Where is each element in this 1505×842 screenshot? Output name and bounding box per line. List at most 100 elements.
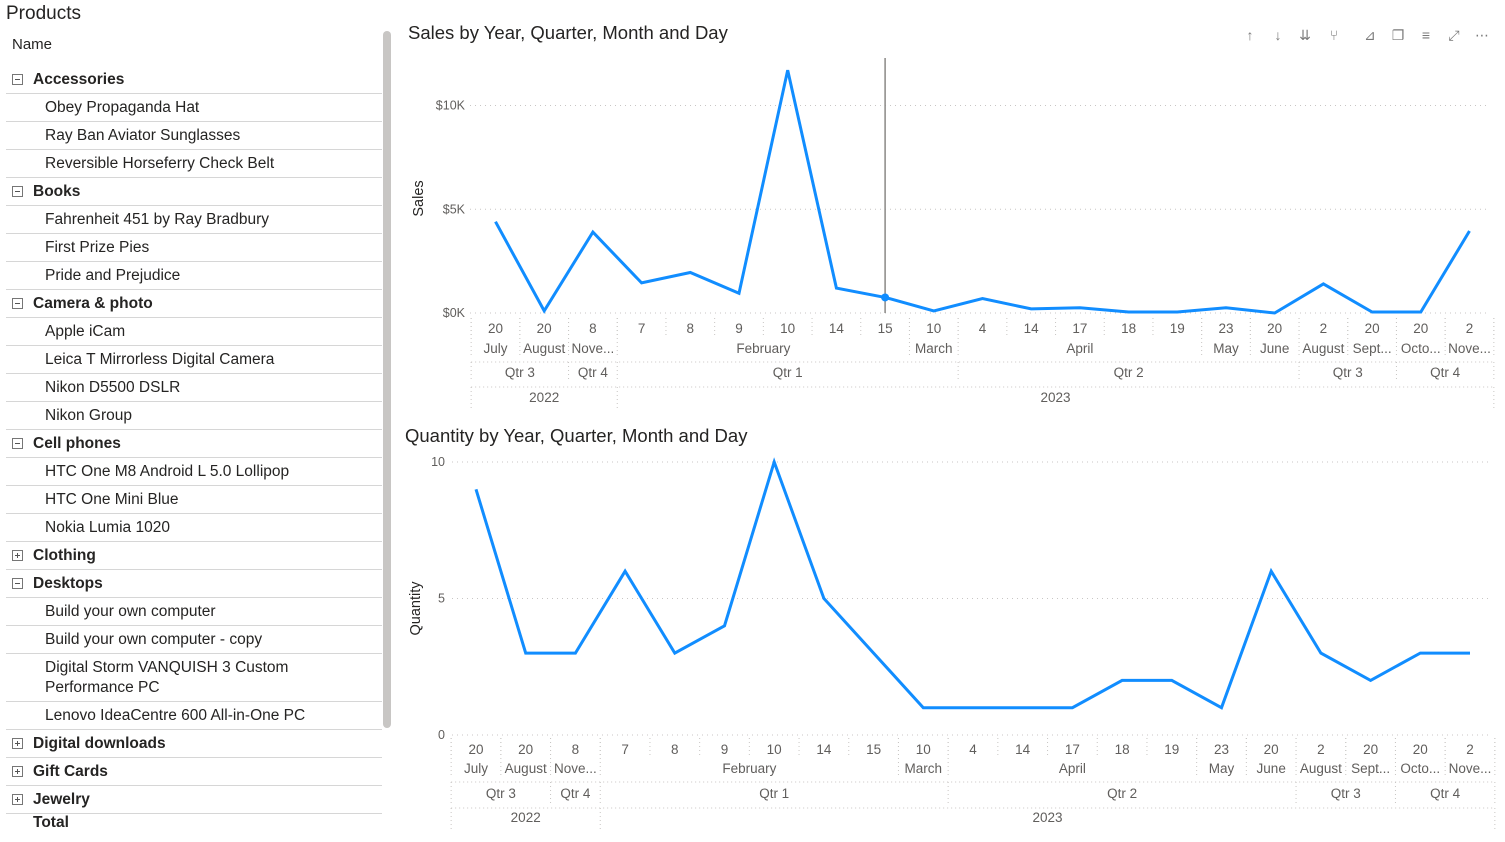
products-title: Products: [6, 3, 81, 24]
product-label: Nokia Lumia 1020: [45, 519, 170, 536]
arrow-up-icon[interactable]: ↑: [1246, 27, 1254, 43]
fork-expand-icon[interactable]: ⑂: [1329, 27, 1339, 43]
category-row[interactable]: Desktops: [6, 570, 382, 598]
series-line: [474, 457, 1470, 710]
y-tick-label: $5K: [443, 202, 466, 216]
product-row[interactable]: Build your own computer: [6, 598, 382, 626]
x-month-label: May: [1213, 341, 1239, 356]
product-row[interactable]: Fahrenheit 451 by Ray Bradbury: [6, 206, 382, 234]
category-label: Cell phones: [33, 435, 121, 452]
product-label: Lenovo IdeaCentre 600 All-in-One PC: [45, 707, 306, 724]
category-row[interactable]: Jewelry: [6, 786, 382, 814]
products-matrix: Products Name Accessories Obey Propaganda…: [0, 0, 392, 842]
x-quarter-label: Qtr 2: [1107, 786, 1137, 801]
copy-icon[interactable]: ❐: [1391, 27, 1405, 43]
product-row[interactable]: Nokia Lumia 1020: [6, 514, 382, 542]
product-row[interactable]: Nikon Group: [6, 402, 382, 430]
category-row[interactable]: Accessories: [6, 66, 382, 94]
filter-icon[interactable]: ≡: [1421, 27, 1431, 43]
product-row[interactable]: Apple iCam: [6, 318, 382, 346]
x-day-label: 8: [687, 321, 695, 336]
y-axis-label: Sales: [411, 180, 427, 216]
more-options-icon[interactable]: ⋯: [1475, 27, 1489, 43]
x-month-label: April: [1066, 341, 1093, 356]
pin-icon[interactable]: ⊿: [1364, 27, 1376, 43]
x-month-label: March: [905, 761, 943, 776]
expand-icon[interactable]: [12, 794, 23, 805]
category-label: Desktops: [33, 575, 103, 592]
x-quarter-label: Qtr 1: [773, 365, 803, 380]
category-label: Camera & photo: [33, 295, 153, 312]
product-row[interactable]: Reversible Horseferry Check Belt: [6, 150, 382, 178]
product-row[interactable]: First Prize Pies: [6, 234, 382, 262]
x-day-label: 20: [1413, 321, 1428, 336]
product-row[interactable]: Build your own computer - copy: [6, 626, 382, 654]
collapse-icon[interactable]: [12, 438, 23, 449]
x-day-label: 7: [621, 742, 629, 757]
x-month-label: Nove...: [554, 761, 597, 776]
x-month-label: August: [523, 341, 565, 356]
x-day-label: 15: [866, 742, 881, 757]
x-year-label: 2023: [1041, 390, 1071, 405]
total-label: Total: [33, 814, 69, 831]
x-day-label: 4: [969, 742, 977, 757]
collapse-icon[interactable]: [12, 578, 23, 589]
x-month-label: August: [1300, 761, 1342, 776]
arrow-down-icon[interactable]: ↓: [1274, 27, 1282, 43]
x-day-label: 17: [1072, 321, 1087, 336]
product-row[interactable]: Lenovo IdeaCentre 600 All-in-One PC: [6, 702, 382, 730]
product-row[interactable]: Leica T Mirrorless Digital Camera: [6, 346, 382, 374]
expand-icon[interactable]: [12, 738, 23, 749]
collapse-icon[interactable]: [12, 74, 23, 85]
category-label: Accessories: [33, 71, 125, 88]
product-row[interactable]: Pride and Prejudice: [6, 262, 382, 290]
category-row[interactable]: Gift Cards: [6, 758, 382, 786]
data-point[interactable]: [881, 293, 890, 302]
x-day-label: 23: [1218, 321, 1233, 336]
quantity-chart-title: Quantity by Year, Quarter, Month and Day: [405, 425, 748, 446]
double-arrow-down-icon[interactable]: ⇊: [1299, 27, 1311, 43]
y-tick-label: $0K: [443, 306, 466, 320]
x-month-label: Sept...: [1351, 761, 1390, 776]
product-label: Ray Ban Aviator Sunglasses: [45, 127, 241, 144]
category-row[interactable]: Digital downloads: [6, 730, 382, 758]
category-label: Digital downloads: [33, 735, 166, 752]
product-label: Digital Storm VANQUISH 3 Custom Performa…: [45, 659, 289, 696]
product-row[interactable]: Digital Storm VANQUISH 3 Custom Performa…: [6, 654, 382, 702]
category-row[interactable]: Camera & photo: [6, 290, 382, 318]
product-row[interactable]: Ray Ban Aviator Sunglasses: [6, 122, 382, 150]
focus-mode-icon[interactable]: ⤢: [1448, 27, 1460, 43]
x-day-label: 20: [1363, 742, 1378, 757]
expand-icon[interactable]: [12, 550, 23, 561]
x-month-label: April: [1059, 761, 1086, 776]
category-label: Clothing: [33, 547, 96, 564]
x-month-label: March: [915, 341, 953, 356]
collapse-icon[interactable]: [12, 298, 23, 309]
x-day-label: 19: [1164, 742, 1179, 757]
x-quarter-label: Qtr 3: [1333, 365, 1363, 380]
x-day-label: 10: [926, 321, 941, 336]
x-day-label: 10: [767, 742, 782, 757]
product-label: HTC One Mini Blue: [45, 491, 179, 508]
category-row[interactable]: Cell phones: [6, 430, 382, 458]
product-row[interactable]: HTC One Mini Blue: [6, 486, 382, 514]
product-row[interactable]: Nikon D5500 DSLR: [6, 374, 382, 402]
collapse-icon[interactable]: [12, 186, 23, 197]
product-row[interactable]: Obey Propaganda Hat: [6, 94, 382, 122]
product-label: Fahrenheit 451 by Ray Bradbury: [45, 211, 270, 228]
x-day-label: 14: [829, 321, 845, 336]
product-row[interactable]: HTC One M8 Android L 5.0 Lollipop: [6, 458, 382, 486]
visual-header-toolbar: ↑ ↓ ⇊ ⑂ ⊿ ❐ ≡ ⤢ ⋯: [1240, 24, 1495, 46]
total-row: Total: [6, 814, 382, 842]
products-scrollbar[interactable]: [383, 31, 391, 728]
x-day-label: 2: [1466, 742, 1474, 757]
x-quarter-label: Qtr 4: [1430, 365, 1460, 380]
category-row[interactable]: Clothing: [6, 542, 382, 570]
product-label: Nikon D5500 DSLR: [45, 379, 181, 396]
product-label: Obey Propaganda Hat: [45, 99, 200, 116]
x-day-label: 20: [1264, 742, 1279, 757]
column-header-name[interactable]: Name: [12, 36, 53, 53]
x-day-label: 23: [1214, 742, 1229, 757]
expand-icon[interactable]: [12, 766, 23, 777]
category-row[interactable]: Books: [6, 178, 382, 206]
